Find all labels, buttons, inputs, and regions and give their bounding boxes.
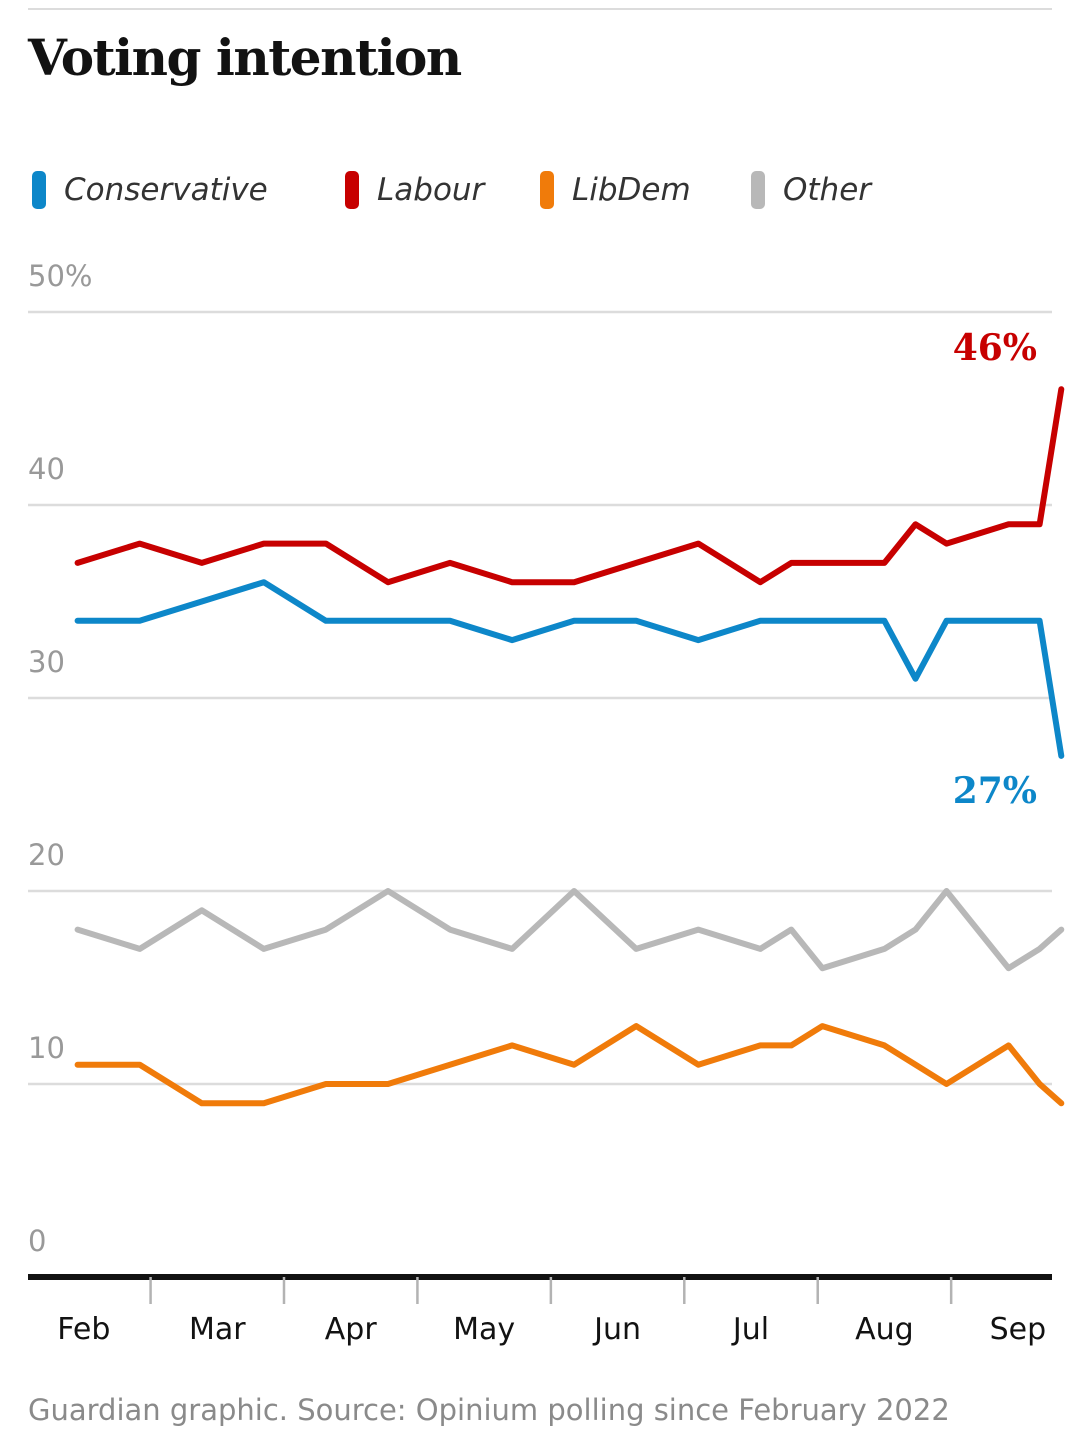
legend-swatch-other <box>751 171 765 209</box>
source-note: Guardian graphic. Source: Opinium pollin… <box>28 1393 950 1427</box>
top-rule <box>28 8 1052 10</box>
y-tick-label-50: 50% <box>28 259 92 293</box>
y-tick-label-40: 40 <box>28 452 65 486</box>
x-tick-label-may: May <box>453 1312 515 1347</box>
legend-label-other: Other <box>783 172 872 208</box>
x-tick-label-jul: Jul <box>731 1312 769 1347</box>
y-tick-label-0: 0 <box>28 1224 46 1258</box>
x-tick-label-apr: Apr <box>325 1312 378 1347</box>
x-tick-label-jun: Jun <box>592 1312 641 1347</box>
x-tick-label-sep: Sep <box>990 1312 1047 1347</box>
legend-item-labour: Labour <box>345 168 484 212</box>
chart-title: Voting intention <box>28 28 462 87</box>
legend-swatch-conservative <box>32 171 46 209</box>
x-tick-label-feb: Feb <box>57 1312 110 1347</box>
legend-item-conservative: Conservative <box>32 168 268 212</box>
x-tick-label-aug: Aug <box>855 1312 914 1347</box>
y-tick-label-20: 20 <box>28 838 65 872</box>
legend-swatch-libdem <box>540 171 554 209</box>
legend-swatch-labour <box>345 171 359 209</box>
legend-item-other: Other <box>751 168 871 212</box>
y-tick-label-10: 10 <box>28 1031 65 1065</box>
y-tick-label-30: 30 <box>28 645 65 679</box>
legend-label-labour: Labour <box>377 172 485 208</box>
legend-label-conservative: Conservative <box>64 172 268 208</box>
legend-label-libdem: LibDem <box>572 172 691 208</box>
series-line-labour <box>74 386 1065 586</box>
end-label-conservative: 27% <box>953 770 1037 812</box>
series-line-conservative <box>74 579 1065 759</box>
x-tick-label-mar: Mar <box>189 1312 246 1347</box>
end-label-labour: 46% <box>953 327 1037 369</box>
legend-item-libdem: LibDem <box>540 168 691 212</box>
legend: Conservative Labour LibDem Other <box>0 168 1080 216</box>
series-line-libdem <box>74 1023 1065 1107</box>
series-line-other <box>74 888 1065 972</box>
